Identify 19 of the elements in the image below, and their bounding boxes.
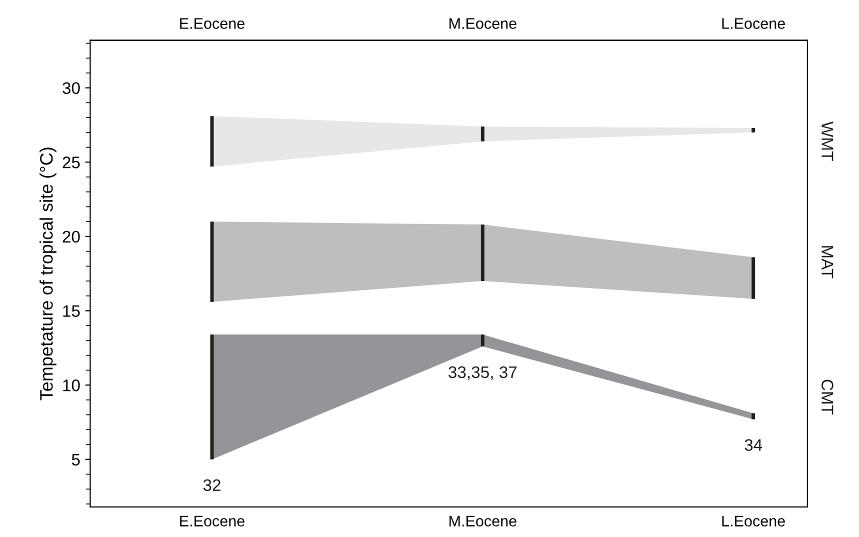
annotation: 33,35, 37 — [448, 366, 517, 380]
annotation: 34 — [744, 439, 762, 451]
text: WMT — [822, 122, 834, 161]
text: CMT — [822, 380, 834, 415]
y-tick-label: 10 — [63, 379, 80, 392]
y-axis-title: Tempetature of tropical site (°C) — [40, 148, 56, 400]
y-tick-label: 15 — [63, 305, 80, 317]
y-tick-label: 25 — [62, 156, 80, 168]
x-tick-label: M.Eocene — [450, 516, 516, 526]
x-tick-label: L.Eocene — [722, 516, 785, 526]
y-tick-label: 30 — [62, 82, 80, 94]
category-label: E.Eocene — [180, 18, 244, 29]
x-tick-label: E.Eocene — [180, 516, 244, 526]
text: MAT — [822, 246, 834, 278]
y-tick-label: 20 — [62, 230, 80, 243]
y-tick-label: 5 — [72, 454, 80, 466]
annotation: 32 — [203, 479, 220, 492]
category-label: M.Eocene — [450, 18, 516, 29]
category-label: L.Eocene — [722, 18, 785, 29]
